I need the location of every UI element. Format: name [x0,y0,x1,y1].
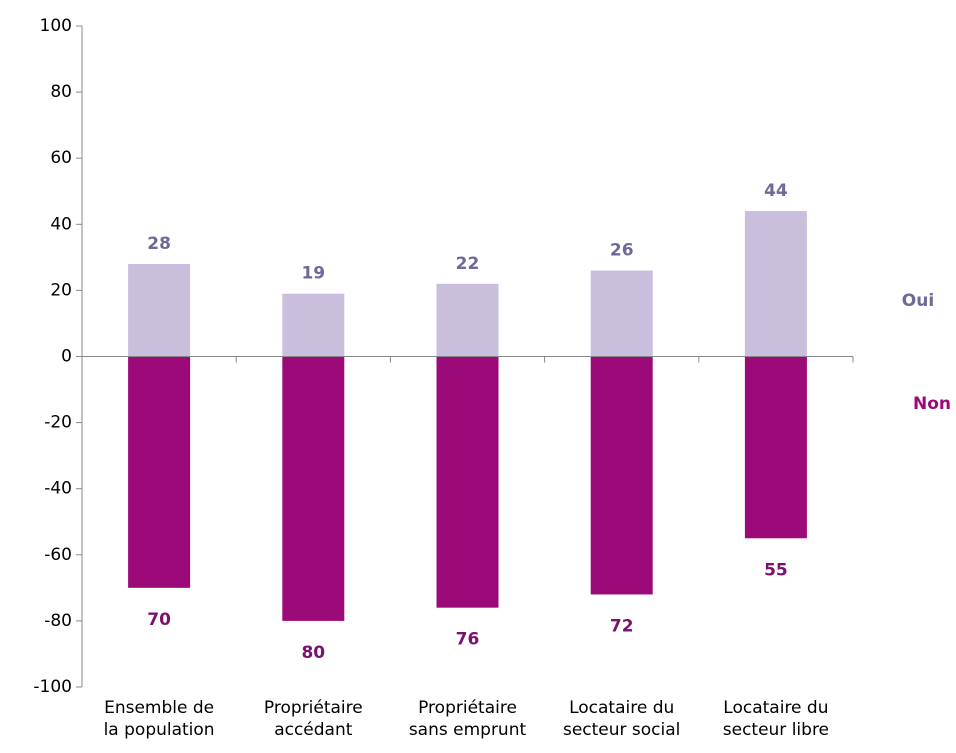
y-tick-label: 100 [40,16,72,36]
y-tick-label: 20 [50,280,72,300]
data-label: 80 [301,643,325,663]
y-tick-label: -80 [44,611,72,631]
bar [436,356,499,608]
bar [282,356,345,621]
bar [282,293,345,357]
data-label: 28 [147,234,171,254]
y-tick-label: 60 [50,148,72,168]
x-tick-label: Locataire du secteur social [562,698,681,740]
x-tick-label: Propriétaire accédant [263,698,363,740]
data-label: 55 [764,560,788,580]
data-label: 19 [301,264,325,284]
bar [590,356,653,595]
legend-label: Non [913,394,951,414]
x-tick-label: Ensemble de la population [103,698,215,740]
data-label: 26 [610,241,634,261]
bar [128,356,191,588]
y-tick-label: 0 [61,347,72,367]
y-tick-label: 40 [50,214,72,234]
y-tick-label: -40 [44,479,72,499]
data-label: 70 [147,610,171,630]
x-tick-label: Propriétaire sans emprunt [408,698,527,740]
data-label: 44 [764,181,788,201]
data-label: 76 [456,630,480,650]
bar [436,283,499,357]
bar [128,263,191,357]
bar [590,270,653,357]
bar [744,356,807,539]
y-tick-label: -100 [33,677,72,697]
legend-label: Oui [902,291,934,311]
bar [744,211,807,357]
y-tick-label: 80 [50,82,72,102]
y-tick-label: -20 [44,413,72,433]
y-tick-label: -60 [44,545,72,565]
x-tick-label: Locataire du secteur libre [722,698,830,740]
data-label: 72 [610,616,634,636]
data-label: 22 [456,254,480,274]
